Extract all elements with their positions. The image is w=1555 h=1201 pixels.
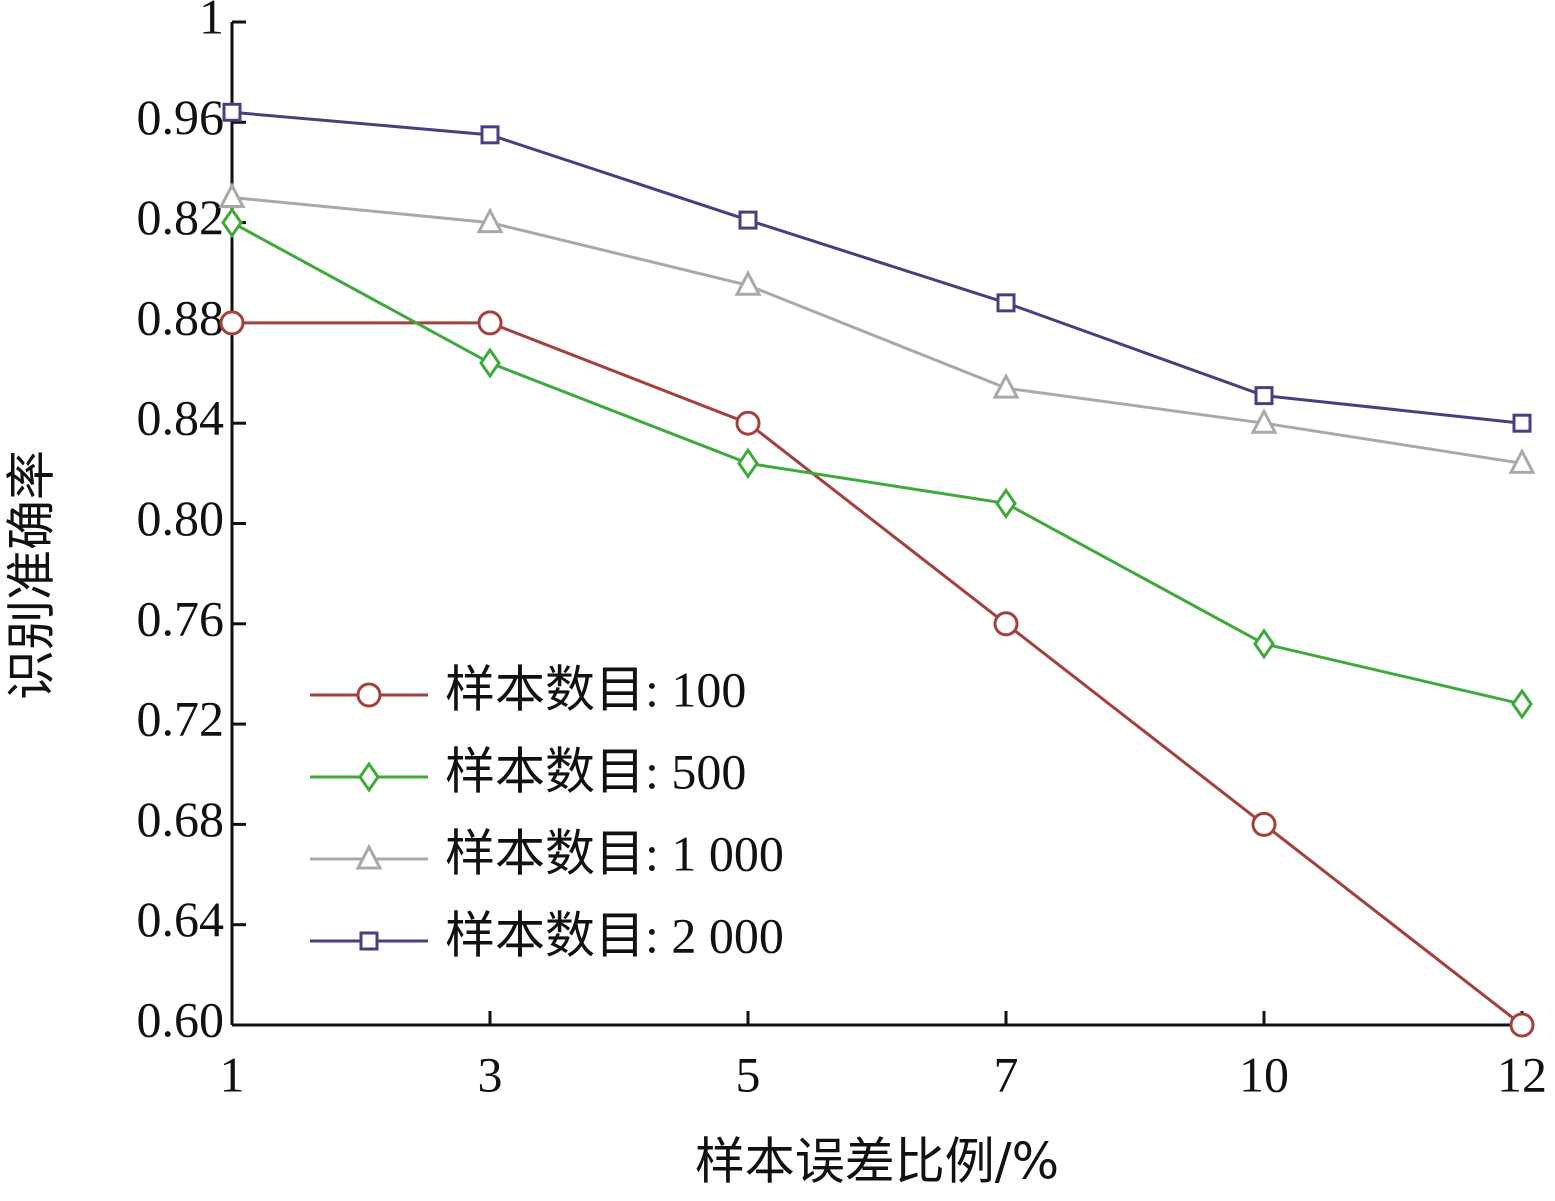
series-line (231, 196, 1523, 465)
x-axis-title: 样本误差比例/% (695, 1133, 1059, 1191)
marker (1512, 413, 1532, 433)
marker (219, 310, 245, 336)
marker (996, 293, 1016, 313)
y-axis-title: 识别准确率 (3, 450, 61, 700)
marker (993, 611, 1019, 637)
marker (476, 207, 504, 234)
series-line (231, 221, 1523, 706)
marker (1251, 811, 1277, 837)
x-tick-label: 3 (478, 1046, 503, 1102)
legend-label: 样本数目: 100 (445, 661, 746, 717)
marker (1253, 628, 1275, 660)
marker (356, 682, 382, 708)
y-tick-label: 0.72 (137, 691, 225, 747)
series-line (231, 110, 1523, 425)
legend-label: 样本数目: 500 (445, 743, 746, 799)
marker (218, 182, 246, 209)
x-tick-label: 1 (220, 1046, 245, 1102)
marker (221, 206, 243, 239)
legend-label: 样本数目: 2 000 (445, 907, 784, 963)
marker (992, 372, 1020, 399)
y-tick-label: 0.64 (137, 891, 225, 947)
marker (1250, 407, 1278, 434)
marker (737, 447, 759, 479)
y-tick-label: 0.82 (137, 189, 225, 245)
y-tick-label: 0.60 (137, 991, 225, 1047)
marker (479, 347, 501, 379)
y-tick-label: 0.96 (137, 89, 225, 145)
series-line (232, 321, 1523, 1027)
marker (355, 843, 383, 870)
y-tick-label: 0.68 (137, 791, 225, 847)
marker (1508, 448, 1536, 474)
y-tick-label: 0.88 (137, 289, 225, 345)
y-tick-label: 1 (199, 0, 224, 44)
marker (734, 270, 762, 296)
legend-label: 样本数目: 1 000 (445, 825, 784, 881)
marker (735, 410, 761, 436)
x-tick-label: 7 (994, 1046, 1019, 1102)
marker (1509, 1012, 1535, 1038)
x-tick-label: 5 (736, 1046, 761, 1102)
marker (358, 761, 380, 793)
y-tick-label: 0.84 (137, 390, 225, 446)
marker (477, 310, 503, 336)
marker (1254, 386, 1274, 406)
x-tick-label: 12 (1497, 1046, 1547, 1102)
marker (359, 931, 379, 951)
marker (995, 487, 1017, 520)
marker (738, 210, 758, 230)
marker (1511, 688, 1533, 720)
y-tick-label: 0.80 (137, 490, 225, 546)
marker (222, 102, 242, 122)
x-tick-label: 10 (1239, 1046, 1289, 1102)
y-tick-label: 0.76 (137, 590, 225, 646)
marker (480, 125, 500, 145)
